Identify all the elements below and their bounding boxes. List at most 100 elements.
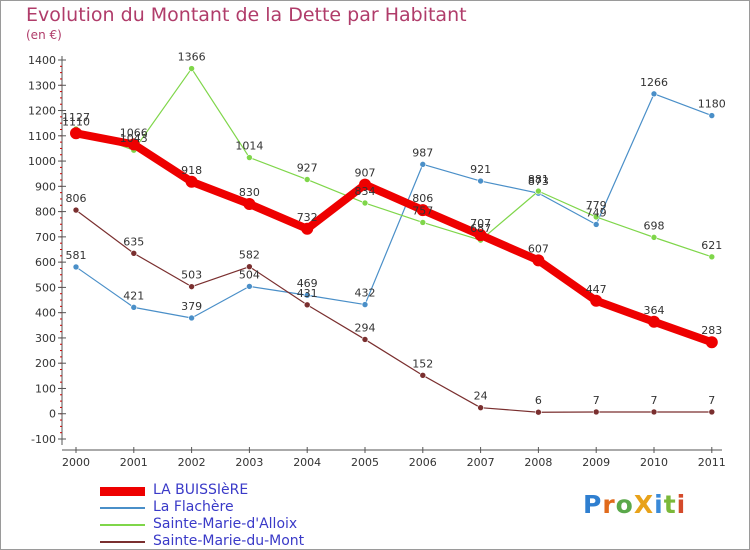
data-label: 582 <box>239 249 260 262</box>
data-point <box>70 127 82 140</box>
y-tick-label: 600 <box>35 256 56 269</box>
data-point <box>185 175 198 188</box>
series-line <box>72 129 716 347</box>
data-label: 707 <box>470 217 491 230</box>
y-tick-label: 1400 <box>28 54 56 67</box>
legend-label: LA BUISSIèRE <box>153 482 249 498</box>
y-tick-label: -100 <box>31 433 56 446</box>
data-label: 24 <box>474 390 488 403</box>
data-point <box>127 138 140 151</box>
data-label: 749 <box>586 206 607 219</box>
x-tick-label: 2009 <box>582 456 610 469</box>
data-label: 283 <box>701 324 722 337</box>
data-point <box>592 408 600 416</box>
data-label: 987 <box>412 146 433 159</box>
data-point <box>592 213 600 221</box>
data-point <box>650 408 658 416</box>
data-point <box>359 178 371 191</box>
data-point <box>474 229 487 242</box>
data-point <box>130 304 138 311</box>
data-point <box>477 177 484 185</box>
y-tick-label: 900 <box>35 180 56 193</box>
data-point <box>535 408 542 416</box>
y-tick-label: 700 <box>35 231 56 244</box>
data-point <box>361 199 369 207</box>
x-tick-label: 2010 <box>640 456 668 469</box>
data-label: 873 <box>528 175 549 188</box>
data-label: 379 <box>181 300 202 313</box>
data-label: 503 <box>181 269 202 282</box>
data-label: 581 <box>66 249 87 262</box>
legend-swatch <box>100 486 145 496</box>
data-label: 421 <box>123 289 144 302</box>
y-tick-label: 1000 <box>28 155 56 168</box>
logo-letter: o <box>615 490 634 519</box>
legend-label: La Flachère <box>153 499 234 515</box>
data-label: 1014 <box>235 140 263 153</box>
y-tick-label: 800 <box>35 206 56 219</box>
data-point <box>246 154 253 161</box>
x-tick-label: 2001 <box>120 456 148 469</box>
data-point <box>419 161 427 168</box>
x-tick-label: 2011 <box>698 456 726 469</box>
x-tick-label: 2005 <box>351 456 379 469</box>
data-point <box>650 234 658 241</box>
data-label: 431 <box>297 287 318 300</box>
data-label: 830 <box>239 186 260 199</box>
logo-letter: i <box>676 490 687 519</box>
data-label: 732 <box>297 211 318 224</box>
y-tick-label: 300 <box>35 332 56 345</box>
proxiti-logo: ProXiti <box>583 490 686 519</box>
data-label: 1127 <box>62 111 90 124</box>
data-label: 364 <box>644 304 665 317</box>
data-label: 907 <box>355 167 376 180</box>
data-point <box>592 221 600 228</box>
x-tick-label: 2008 <box>524 456 552 469</box>
data-label: 447 <box>586 283 607 296</box>
series-line <box>75 93 713 319</box>
data-label: 1366 <box>178 51 206 64</box>
data-label: 927 <box>297 162 318 175</box>
data-point <box>188 314 195 322</box>
legend-swatch <box>100 524 145 526</box>
data-label: 294 <box>355 321 376 334</box>
data-label: 635 <box>123 235 144 248</box>
data-point <box>246 283 253 290</box>
legend-label: Sainte-Marie-du-Mont <box>153 533 305 549</box>
x-tick-label: 2000 <box>62 456 90 469</box>
legend-swatch <box>100 507 145 509</box>
data-label: 607 <box>528 242 549 255</box>
data-label: 504 <box>239 268 260 281</box>
y-tick-label: 500 <box>35 281 56 294</box>
data-point <box>188 283 195 290</box>
data-label: 469 <box>297 277 318 290</box>
y-tick-label: 100 <box>35 382 56 395</box>
data-point <box>648 315 660 328</box>
x-tick-label: 2002 <box>178 456 206 469</box>
data-point <box>303 176 311 183</box>
logo-letter: X <box>633 490 655 519</box>
data-point <box>535 187 542 195</box>
legend-item: La Flachère <box>100 499 420 516</box>
data-point <box>72 263 80 271</box>
x-tick-label: 2006 <box>409 456 437 469</box>
data-label: 7 <box>708 394 715 407</box>
data-label: 1043 <box>120 132 148 145</box>
data-point <box>532 254 545 267</box>
data-label: 7 <box>651 394 658 407</box>
data-label: 1110 <box>62 115 90 128</box>
data-point <box>301 222 314 235</box>
y-tick-label: 0 <box>49 408 56 421</box>
logo-letter: i <box>654 490 664 519</box>
series-line <box>75 209 713 413</box>
data-point <box>708 253 716 261</box>
y-tick-label: 1200 <box>28 105 56 118</box>
chart-title: Evolution du Montant de la Dette par Hab… <box>26 4 467 26</box>
chart-subtitle: (en €) <box>26 28 62 42</box>
data-label: 1180 <box>698 98 726 111</box>
y-tick-label: 400 <box>35 307 56 320</box>
data-label: 918 <box>181 164 202 177</box>
data-label: 6 <box>535 394 542 407</box>
